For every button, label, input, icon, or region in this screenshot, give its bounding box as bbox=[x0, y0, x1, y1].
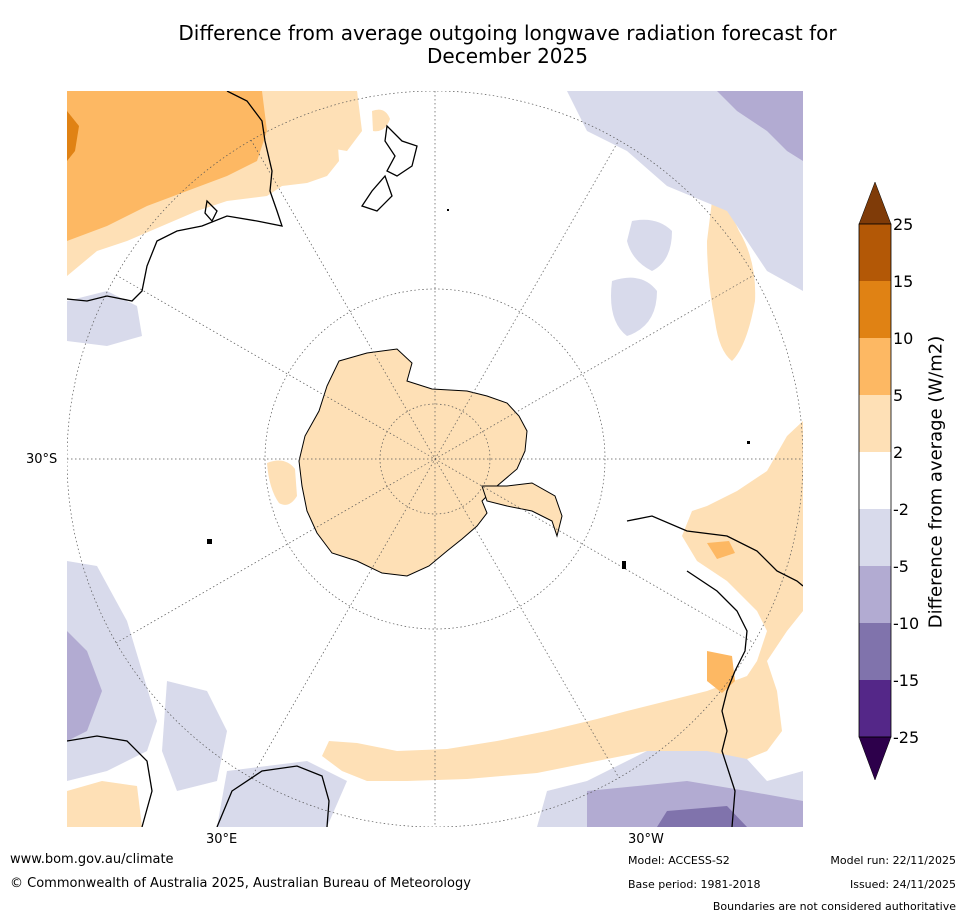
footer-disclaimer: Boundaries are not considered authoritat… bbox=[712, 900, 956, 913]
anomaly-indian-neg-2 bbox=[162, 681, 227, 791]
anomaly-indian-neg-strong bbox=[67, 631, 102, 741]
map-canvas bbox=[67, 91, 803, 827]
colorbar-tick-m25: -25 bbox=[893, 728, 920, 747]
antarctica bbox=[298, 348, 528, 577]
colorbar-bin-10-15 bbox=[859, 281, 891, 338]
colorbar-tick-15: 15 bbox=[893, 272, 914, 291]
coast-nz-north bbox=[384, 124, 418, 177]
colorbar-tick-25: 25 bbox=[893, 215, 914, 234]
anomaly-pacific-neg-patch-2 bbox=[611, 277, 657, 336]
colorbar-bin-5-10 bbox=[859, 338, 891, 395]
lat-label-30s: 30°S bbox=[26, 452, 58, 467]
colorbar-tick-m10: -10 bbox=[893, 614, 920, 633]
colorbar bbox=[858, 181, 892, 781]
footer-model-run: Model run: 22/11/2025 bbox=[830, 854, 956, 867]
anomaly-tasman-light bbox=[277, 91, 362, 151]
colorbar-tick-m15: -15 bbox=[893, 671, 920, 690]
anomaly-pacific-neg bbox=[567, 91, 803, 291]
polar-map[interactable] bbox=[67, 91, 803, 827]
anomaly-indian-neg bbox=[67, 561, 157, 781]
title-line-1: Difference from average outgoing longwav… bbox=[178, 21, 837, 45]
colorbar-bin-m25-m15 bbox=[859, 680, 891, 737]
colorbar-bin-m15-m10 bbox=[859, 623, 891, 680]
footer-website-link[interactable]: www.bom.gov.au/climate bbox=[10, 852, 174, 867]
colorbar-bin-neutral bbox=[859, 452, 891, 509]
anomaly-pacific-neg-strong bbox=[717, 91, 803, 161]
colorbar-under-arrow bbox=[858, 736, 892, 781]
coast-africa bbox=[67, 735, 330, 827]
lon-label-30w: 30°W bbox=[628, 832, 664, 847]
lon-label-30e: 30°E bbox=[206, 832, 238, 847]
colorbar-over-arrow bbox=[858, 181, 892, 225]
anomaly-kerguelen bbox=[267, 460, 297, 505]
coast-south-america bbox=[626, 515, 803, 827]
anomaly-sa-medium bbox=[707, 541, 735, 559]
anomaly-pacific-neg-patch bbox=[627, 219, 672, 271]
title-line-2: December 2025 bbox=[427, 44, 588, 68]
colorbar-title: Difference from average (W/m2) bbox=[925, 335, 947, 629]
anomaly-nz-light bbox=[372, 109, 390, 132]
anomaly-indian-neg-3 bbox=[217, 761, 347, 827]
footer-copyright: © Commonwealth of Australia 2025, Austra… bbox=[10, 876, 471, 891]
coast-australia bbox=[67, 91, 283, 302]
footer-model: Model: ACCESS-S2 bbox=[628, 854, 730, 867]
footer-issued: Issued: 24/11/2025 bbox=[849, 878, 956, 891]
anomaly-south-america bbox=[322, 421, 803, 781]
colorbar-tick-5: 5 bbox=[893, 386, 904, 405]
colorbar-bin-m5-m2 bbox=[859, 509, 891, 566]
anomaly-atlantic-neg-strong bbox=[587, 781, 803, 827]
colorbar-bin-m10-m5 bbox=[859, 566, 891, 623]
coastlines bbox=[67, 91, 803, 827]
colorbar-tick-2: 2 bbox=[893, 443, 904, 462]
antarctic-peninsula bbox=[481, 482, 563, 538]
colorbar-tick-10: 10 bbox=[893, 329, 914, 348]
graticule bbox=[67, 91, 803, 827]
colorbar-tick-m5: -5 bbox=[893, 557, 909, 576]
anomaly-atlantic-neg-deep bbox=[657, 806, 747, 827]
colorbar-bin-2-5 bbox=[859, 395, 891, 452]
footer-base-period: Base period: 1981-2018 bbox=[628, 878, 761, 891]
coast-nz-south bbox=[360, 174, 393, 212]
anomaly-australia-medium bbox=[67, 91, 267, 241]
anomaly-aus-neg bbox=[67, 291, 142, 346]
islands bbox=[207, 209, 750, 569]
anomaly-pacific-strip bbox=[707, 201, 756, 361]
colorbar-bin-15-25 bbox=[859, 224, 891, 281]
map-title: Difference from average outgoing longwav… bbox=[0, 22, 965, 68]
anomaly-africa-light bbox=[67, 781, 142, 827]
coast-tasmania bbox=[204, 199, 218, 223]
anomaly-sa-medium-2 bbox=[707, 651, 735, 693]
colorbar-tick-m2: -2 bbox=[893, 500, 909, 519]
anomaly-australia-strong bbox=[67, 111, 79, 161]
